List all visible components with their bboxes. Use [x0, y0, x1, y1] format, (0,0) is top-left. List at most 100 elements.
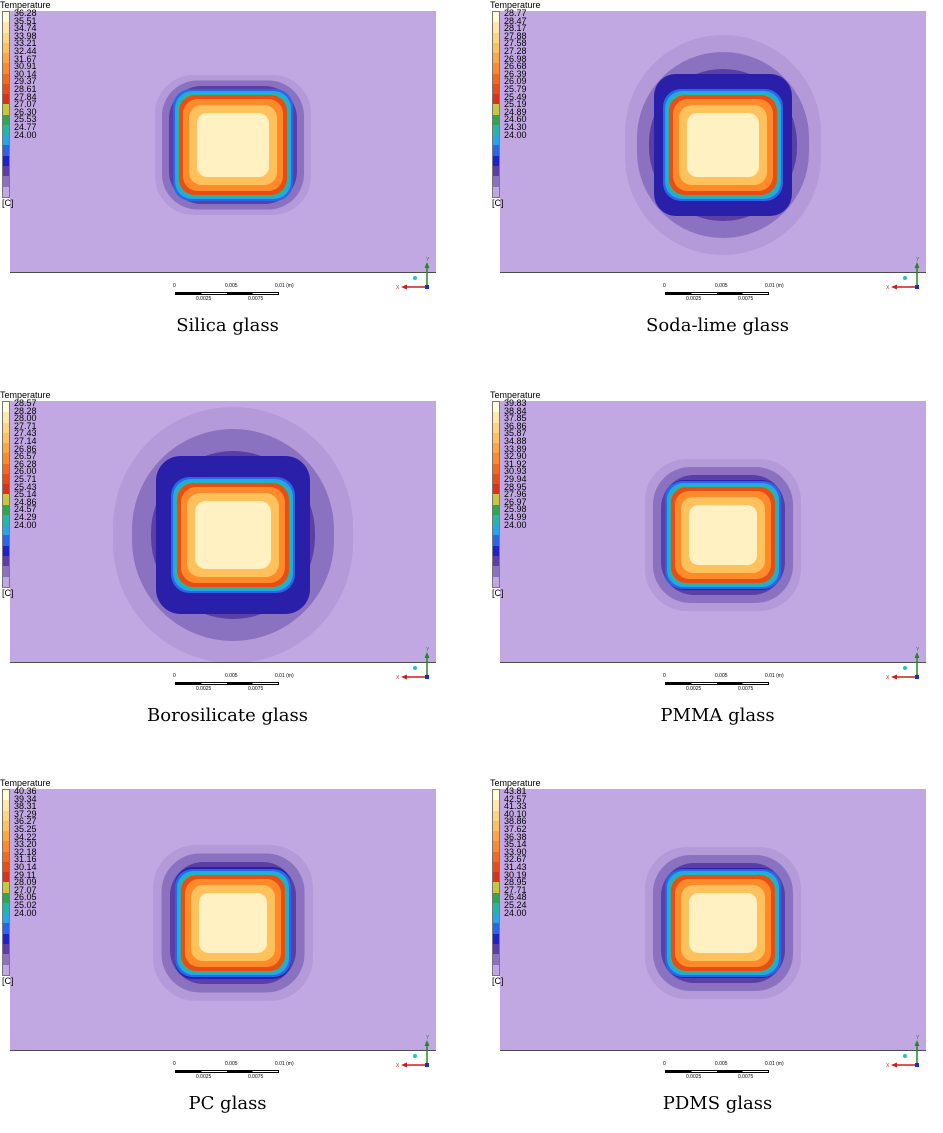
- legend-swatch-14: [493, 545, 499, 556]
- legend-tick-6: 34.22: [14, 831, 37, 842]
- color-legend: [2, 11, 10, 198]
- legend-tick-13: 26.30: [14, 106, 37, 117]
- scale-label-mid: 0.005: [225, 673, 238, 679]
- legend-swatch-7: [3, 83, 9, 95]
- legend-swatch-10: [3, 114, 9, 125]
- legend-tick-4: 33.21: [14, 38, 37, 49]
- color-legend: [492, 401, 500, 588]
- temperature-field: [500, 11, 926, 273]
- legend-swatch-13: [493, 535, 499, 546]
- legend-tick-14: 26.05: [14, 892, 37, 903]
- legend-swatch-17: [3, 964, 9, 975]
- legend-swatch-0: [3, 12, 9, 23]
- legend-swatch-12: [493, 913, 499, 924]
- legend-swatch-6: [493, 851, 499, 862]
- legend-swatch-14: [3, 545, 9, 556]
- legend-tick-6: 26.86: [14, 443, 37, 454]
- panel-3: Temperature 28.57 28.28 28.00 27.71 27.43 27.…: [0, 390, 455, 745]
- legend-tick-13: 24.89: [504, 106, 527, 117]
- legend-swatch-7: [493, 83, 499, 95]
- legend-unit: [C]: [2, 588, 14, 598]
- legend-tick-10: 25.71: [14, 473, 37, 484]
- legend-swatch-16: [3, 954, 9, 965]
- legend-swatch-11: [3, 514, 9, 526]
- scale-label-mid: 0.005: [715, 673, 728, 679]
- legend-tick-14: 24.60: [504, 114, 527, 125]
- scale-bar: 0 0.005 0.01 (m) 0.0025 0.0075: [170, 672, 300, 692]
- scale-bar: 0 0.005 0.01 (m) 0.0025 0.0075: [660, 282, 790, 302]
- legend-tick-3: 37.29: [14, 808, 37, 819]
- scale-label-end: 0.01 (m): [765, 673, 784, 679]
- legend-tick-1: 28.47: [504, 15, 527, 26]
- scale-sublabel-1: 0.0025: [196, 296, 212, 302]
- hotspot-contours: [113, 407, 353, 663]
- legend-tick-10: 29.94: [504, 473, 527, 484]
- legend-tick-5: 35.25: [14, 823, 37, 834]
- panel-caption: PDMS glass: [662, 1093, 773, 1114]
- legend-ticks: 28.57 28.28 28.00 27.71 27.43 27.14 26.86 26.57…: [14, 398, 37, 529]
- legend-tick-16: 24.00: [504, 129, 527, 140]
- scale-label-end: 0.01 (m): [275, 283, 294, 289]
- legend-swatch-11: [3, 902, 9, 914]
- scale-sublabel-2: 0.0075: [738, 1074, 754, 1080]
- axis-y-label: Y: [916, 257, 920, 263]
- panel-caption: Borosilicate glass: [147, 705, 308, 726]
- axis-triad: Y X: [396, 1035, 430, 1069]
- legend-swatch-4: [493, 831, 499, 842]
- legend-tick-14: 25.98: [504, 504, 527, 515]
- legend-tick-16: 24.00: [504, 907, 527, 918]
- contour-svg: [10, 789, 436, 1051]
- legend-swatch-12: [3, 913, 9, 924]
- scale-sublabel-1: 0.0025: [686, 296, 702, 302]
- scale-sublabel-1: 0.0025: [686, 686, 702, 692]
- legend-tick-15: 25.24: [504, 899, 527, 910]
- legend-tick-5: 37.62: [504, 823, 527, 834]
- scale-bar-graphic: [665, 292, 769, 295]
- legend-swatch-8: [3, 484, 9, 495]
- legend-tick-8: 33.90: [504, 846, 527, 857]
- legend-tick-0: 36.28: [14, 8, 37, 18]
- plot-area: Temperature 28.77 28.47 28.17 27.88 27.58 27.…: [490, 0, 943, 302]
- color-legend: [492, 11, 500, 198]
- hotspot-contours: [153, 845, 313, 1001]
- legend-swatch-8: [493, 94, 499, 105]
- temperature-field: [10, 11, 436, 273]
- legend-tick-7: 26.68: [504, 61, 527, 72]
- panel-5: Temperature 40.36 39.34 38.31 37.29 36.27 35.…: [0, 778, 455, 1133]
- contour-band-10: [689, 505, 757, 565]
- legend-tick-13: 27.71: [504, 884, 527, 895]
- legend-tick-15: 24.29: [14, 511, 37, 522]
- legend-tick-11: 25.49: [504, 91, 527, 102]
- scale-label-0: 0: [173, 1061, 176, 1067]
- legend-tick-1: 39.34: [14, 793, 37, 804]
- legend-tick-8: 30.14: [14, 68, 37, 79]
- legend-tick-13: 24.86: [14, 496, 37, 507]
- axis-triad: Y X: [886, 257, 920, 291]
- axis-triad: Y X: [396, 257, 430, 291]
- legend-tick-6: 31.67: [14, 53, 37, 64]
- legend-swatch-9: [3, 494, 9, 505]
- legend-tick-12: 28.95: [504, 877, 527, 888]
- legend-tick-0: 28.57: [14, 398, 37, 408]
- legend-unit: [C]: [2, 198, 14, 208]
- legend-swatch-7: [3, 473, 9, 485]
- legend-swatch-14: [3, 155, 9, 166]
- legend-tick-6: 33.89: [504, 443, 527, 454]
- legend-swatch-5: [493, 63, 499, 74]
- legend-tick-16: 24.00: [14, 129, 37, 140]
- legend-tick-9: 30.93: [504, 466, 527, 477]
- legend-swatch-7: [3, 861, 9, 873]
- legend-tick-6: 26.98: [504, 53, 527, 64]
- scale-label-0: 0: [173, 283, 176, 289]
- legend-swatch-4: [493, 443, 499, 454]
- legend-swatch-10: [3, 892, 9, 903]
- legend-swatch-1: [3, 412, 9, 423]
- legend-swatch-1: [493, 800, 499, 811]
- scale-bar: 0 0.005 0.01 (m) 0.0025 0.0075: [170, 282, 300, 302]
- legend-swatch-13: [493, 145, 499, 156]
- legend-ticks: 43.81 42.57 41.33 40.10 38.86 37.62 36.38 35.14…: [504, 787, 527, 918]
- legend-tick-4: 27.43: [14, 428, 37, 439]
- legend-tick-15: 24.30: [504, 121, 527, 132]
- legend-swatch-12: [493, 135, 499, 146]
- legend-tick-11: 28.95: [504, 481, 527, 492]
